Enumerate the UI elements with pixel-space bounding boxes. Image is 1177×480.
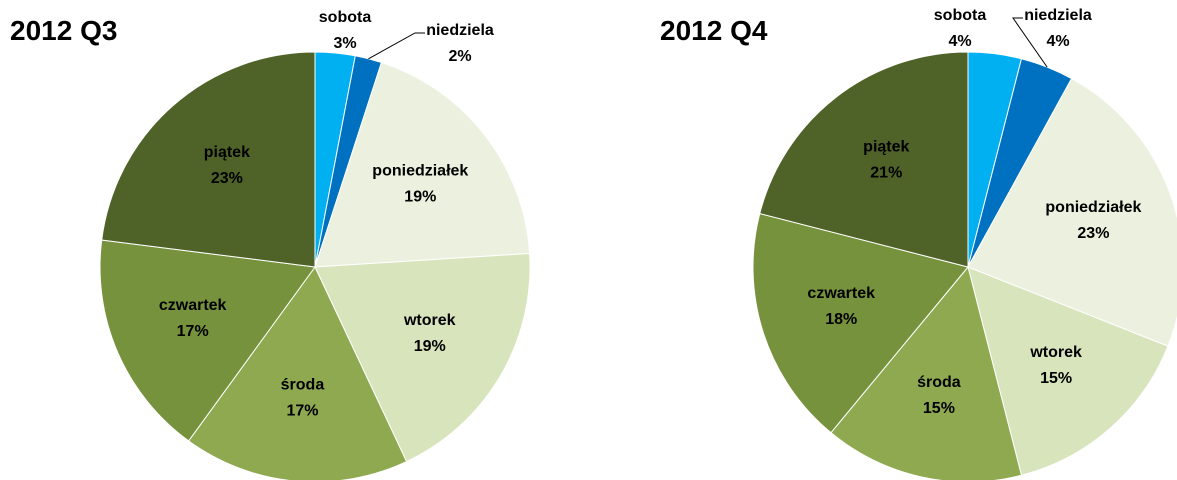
slice-label: niedziela	[426, 22, 494, 39]
pie-slice	[830, 265, 1023, 480]
pie-slice	[314, 61, 531, 268]
pie-slice	[314, 252, 531, 463]
slice-value: 4%	[948, 33, 971, 50]
pie-slice	[967, 77, 1177, 347]
slice-value: 4%	[1046, 33, 1069, 50]
slice-label: poniedziałek	[1045, 199, 1141, 216]
slice-value: 19%	[404, 188, 436, 205]
slice-label: środa	[917, 374, 961, 391]
slice-value: 18%	[825, 311, 857, 328]
pie-slice	[752, 212, 969, 434]
slice-label: czwartek	[807, 285, 875, 302]
slice-label: piątek	[863, 139, 909, 156]
slice-label: czwartek	[159, 297, 227, 314]
slice-label: poniedziałek	[372, 162, 468, 179]
slice-label: środa	[281, 377, 325, 394]
slice-value: 17%	[286, 403, 318, 420]
pie-slice	[759, 51, 969, 268]
slice-value: 2%	[448, 48, 471, 65]
slice-value: 3%	[333, 35, 356, 52]
slice-value: 21%	[870, 165, 902, 182]
slice-label: wtorek	[1029, 344, 1082, 361]
leader-line	[1012, 17, 1048, 68]
pie-slice	[101, 51, 316, 268]
slice-value: 23%	[1077, 225, 1109, 242]
slice-label: sobota	[934, 7, 987, 24]
slice-label: wtorek	[403, 312, 456, 329]
slice-label: sobota	[319, 9, 372, 26]
leader-line	[368, 32, 425, 60]
slice-value: 19%	[414, 338, 446, 355]
slice-value: 15%	[1040, 370, 1072, 387]
slice-value: 23%	[211, 170, 243, 187]
slice-label: niedziela	[1024, 7, 1092, 24]
chart-title: 2012 Q4	[660, 15, 768, 46]
slice-value: 17%	[177, 323, 209, 340]
pie-slice	[967, 266, 1169, 476]
pie-slice	[187, 266, 408, 480]
pie-slice	[99, 239, 316, 442]
slice-value: 15%	[923, 400, 955, 417]
slice-label: piątek	[204, 144, 250, 161]
chart-title: 2012 Q3	[10, 15, 117, 46]
